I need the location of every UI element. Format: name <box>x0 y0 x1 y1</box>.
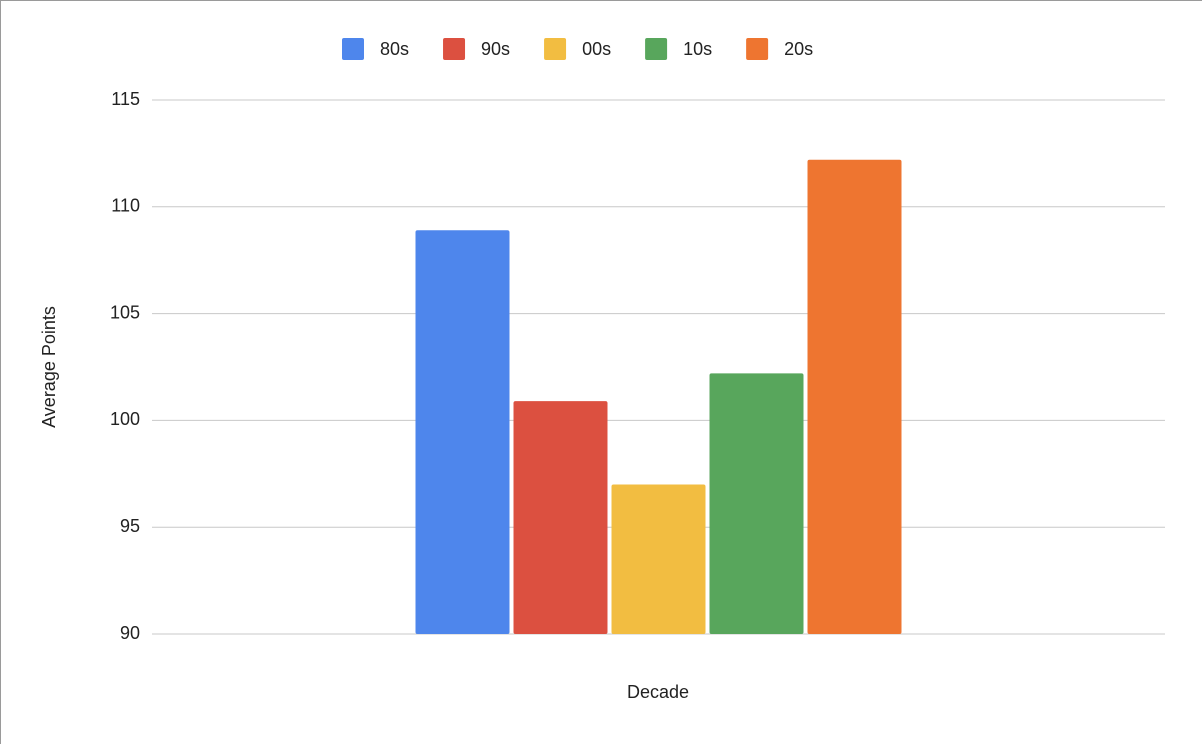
bar <box>513 401 608 634</box>
y-tick-label: 90 <box>120 623 140 643</box>
legend-swatch <box>342 38 364 60</box>
y-tick-label: 100 <box>110 409 140 429</box>
legend-swatch <box>544 38 567 60</box>
y-tick-label: 110 <box>111 196 140 216</box>
y-tick-label: 115 <box>111 89 140 109</box>
x-axis-label: Decade <box>627 682 689 702</box>
legend-label: 10s <box>683 39 712 59</box>
bar <box>415 230 510 634</box>
bar <box>611 484 706 634</box>
legend-label: 90s <box>481 39 510 59</box>
y-tick-label: 105 <box>110 302 140 322</box>
legend-label: 20s <box>784 39 813 59</box>
y-axis-label: Average Points <box>39 306 59 428</box>
legend-label: 00s <box>582 39 611 59</box>
y-tick-label: 95 <box>120 516 140 536</box>
legend-swatch <box>746 38 769 60</box>
legend-swatch <box>443 38 466 60</box>
legend-swatch <box>645 38 668 60</box>
legend-label: 80s <box>380 39 409 59</box>
bar <box>807 159 902 635</box>
bar <box>709 373 804 634</box>
